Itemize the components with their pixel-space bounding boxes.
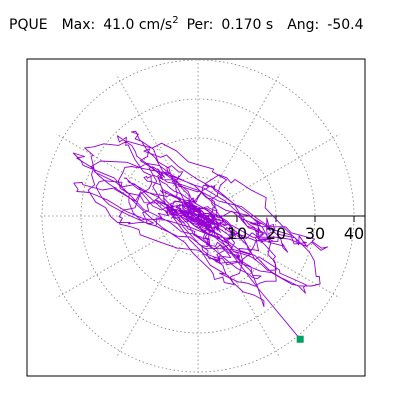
angle-label: Ang: bbox=[287, 17, 320, 33]
x-tick-label: 30 bbox=[305, 224, 325, 243]
trace-line bbox=[72, 130, 329, 340]
grid-spoke bbox=[55, 225, 182, 299]
max-value: 41.0 cm/s bbox=[103, 17, 173, 33]
x-tick-label: 40 bbox=[344, 224, 364, 243]
x-tick-label: 20 bbox=[266, 224, 286, 243]
period-value: 0.170 s bbox=[221, 17, 274, 33]
grid-spoke bbox=[55, 133, 182, 207]
motion-trace bbox=[72, 130, 329, 340]
max-label: Max: bbox=[61, 17, 96, 33]
peak-marker-group bbox=[296, 335, 304, 343]
grid-spoke bbox=[214, 225, 341, 299]
angle-value: -50.4 bbox=[327, 17, 364, 33]
max-unit-exponent: 2 bbox=[172, 15, 179, 26]
grid-spoke bbox=[115, 232, 189, 359]
grid-spoke bbox=[207, 232, 281, 359]
x-tick-label: 10 bbox=[227, 224, 247, 243]
grid-spoke bbox=[207, 73, 281, 200]
radial-tick-labels: 10 20 30 40 bbox=[227, 224, 364, 243]
chart-title: PQUE Max: 41.0 cm/s2 Per: 0.170 s Ang: -50.4 bbox=[9, 12, 364, 34]
peak-marker bbox=[296, 335, 304, 343]
axes bbox=[198, 215, 365, 222]
period-label: Per: bbox=[186, 17, 214, 33]
station-code: PQUE bbox=[9, 17, 48, 33]
plot-frame bbox=[26, 58, 366, 377]
grid-spoke bbox=[115, 73, 189, 200]
grid-spoke bbox=[214, 133, 341, 207]
